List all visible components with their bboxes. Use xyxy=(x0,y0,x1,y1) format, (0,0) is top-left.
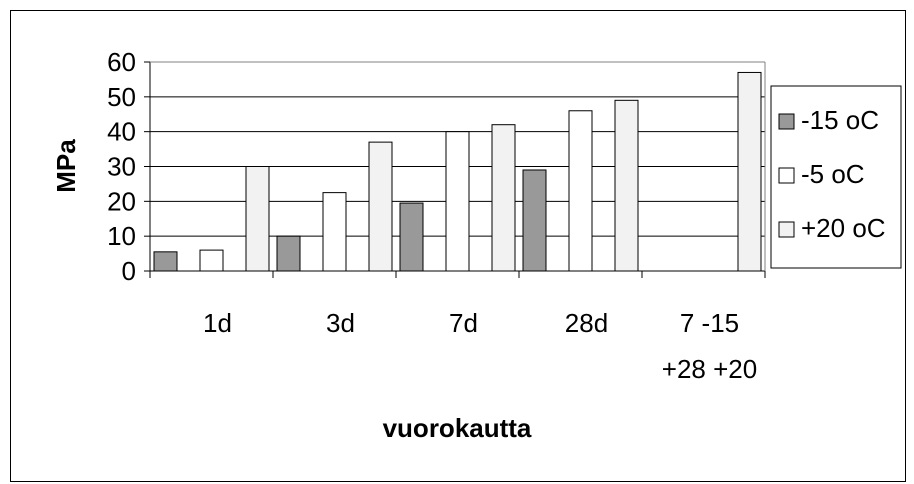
y-tick-label: 30 xyxy=(107,152,136,182)
y-tick-label: 50 xyxy=(107,82,136,112)
y-tick-label: 40 xyxy=(107,117,136,147)
y-tick-labels: 0 10 20 30 40 50 60 xyxy=(107,47,136,286)
x-tick-label: +28 +20 xyxy=(662,354,757,384)
y-tick-label: 0 xyxy=(122,256,136,286)
y-tick-label: 10 xyxy=(107,221,136,251)
bars xyxy=(153,71,762,272)
bar-3-4 xyxy=(614,99,639,272)
bar-3-3 xyxy=(491,124,516,272)
legend-swatch xyxy=(778,221,795,238)
y-tick-label: 60 xyxy=(107,47,136,77)
y-tick-label: 20 xyxy=(107,186,136,216)
bar-2-2 xyxy=(322,192,347,272)
legend-label: -15 oC xyxy=(801,105,879,135)
legend-swatch xyxy=(778,167,795,184)
bar-1-4 xyxy=(522,169,547,272)
x-tick-label: 3d xyxy=(326,308,355,338)
bar-2-3 xyxy=(445,131,470,272)
bar-2-1 xyxy=(199,249,224,272)
axes xyxy=(144,61,766,278)
legend: -15 oC -5 oC +20 oC xyxy=(770,85,902,269)
legend-swatch xyxy=(778,113,795,130)
bar-1-3 xyxy=(399,202,424,272)
x-tick-labels: 1d 3d 7d 28d 7 -15 +28 +20 xyxy=(203,308,757,384)
x-tick-label: 28d xyxy=(565,308,608,338)
legend-label: -5 oC xyxy=(801,159,865,189)
bar-3-1 xyxy=(245,166,270,272)
y-axis-title: MPa xyxy=(51,139,81,193)
bar-3-2 xyxy=(368,141,393,272)
x-tick-label: 7 -15 xyxy=(680,308,739,338)
bar-2-4 xyxy=(568,110,593,272)
bar-1-1 xyxy=(153,251,178,272)
legend-label: +20 oC xyxy=(801,213,886,243)
x-tick-label: 1d xyxy=(203,308,232,338)
x-tick-label: 7d xyxy=(449,308,478,338)
bar-1-2 xyxy=(276,235,301,272)
x-axis-title: vuorokautta xyxy=(383,413,532,443)
bar-3-5 xyxy=(737,71,762,272)
